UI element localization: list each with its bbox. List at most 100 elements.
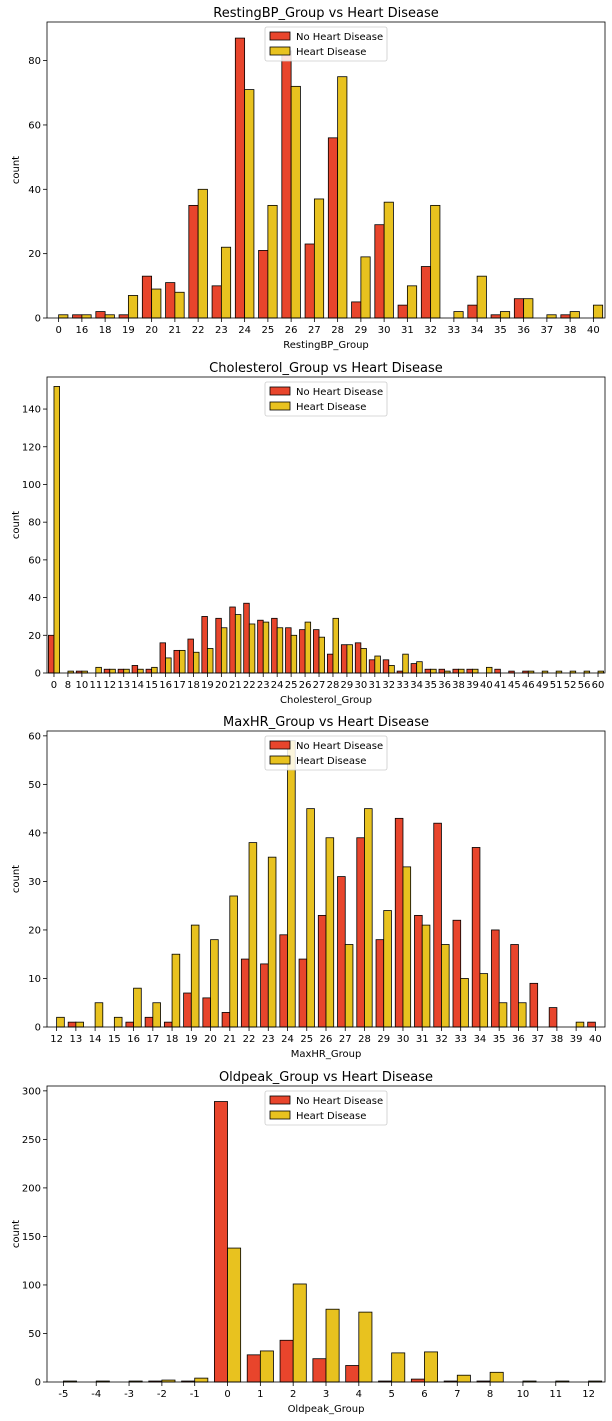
bar-heart-disease: [56, 1016, 65, 1028]
x-tick-label: 25: [300, 1034, 313, 1045]
x-tick-label: 60: [592, 680, 605, 691]
y-axis-label: count: [11, 1220, 22, 1248]
y-tick-label: 30: [28, 877, 41, 888]
x-tick-label: 18: [99, 325, 112, 336]
bar-no-heart-disease: [410, 663, 418, 674]
bar-no-heart-disease: [213, 1101, 228, 1383]
x-tick-label: 17: [173, 680, 186, 691]
bar-heart-disease: [472, 668, 479, 674]
x-tick-label: 11: [89, 680, 102, 691]
bar-heart-disease: [424, 1351, 439, 1383]
y-tick-label: 80: [28, 518, 41, 529]
x-tick-label: 23: [262, 1034, 275, 1045]
x-tick-label: 19: [201, 680, 214, 691]
x-tick-label: 15: [108, 1034, 121, 1045]
bar-heart-disease: [569, 311, 580, 319]
bar-heart-disease: [244, 89, 255, 319]
legend-swatch-no-heart-disease: [269, 1095, 291, 1105]
y-tick-label: 20: [28, 925, 41, 936]
x-tick-label: 38: [551, 1034, 564, 1045]
x-tick-label: 35: [494, 325, 507, 336]
x-tick-label: 37: [531, 1034, 544, 1045]
bar-heart-disease: [194, 1377, 209, 1383]
bar-heart-disease: [229, 895, 238, 1028]
bar-no-heart-disease: [202, 997, 211, 1028]
x-tick-label: 51: [550, 680, 563, 691]
bar-no-heart-disease: [215, 617, 222, 674]
y-tick-label: 60: [28, 120, 41, 131]
bar-no-heart-disease: [221, 1012, 231, 1028]
x-tick-label: -5: [58, 1389, 68, 1400]
bar-no-heart-disease: [279, 1339, 294, 1383]
x-tick-label: 18: [187, 680, 200, 691]
bar-no-heart-disease: [246, 1354, 261, 1383]
legend-swatch-no-heart-disease: [269, 31, 291, 41]
x-tick-label: 20: [145, 325, 158, 336]
bar-heart-disease: [332, 617, 339, 674]
legend-box: [264, 1090, 388, 1126]
bar-no-heart-disease: [326, 653, 334, 674]
x-tick-label: 8: [487, 1389, 493, 1400]
x-tick-label: -3: [124, 1389, 134, 1400]
bar-no-heart-disease: [118, 314, 129, 319]
x-tick-label: 41: [494, 680, 507, 691]
bar-heart-disease: [151, 666, 158, 674]
bar-heart-disease: [430, 668, 437, 674]
chart-title: Oldpeak_Group vs Heart Disease: [219, 1070, 433, 1085]
y-axis-label: count: [11, 156, 22, 184]
legend-label: No Heart Disease: [296, 32, 383, 43]
legend-swatch-no-heart-disease: [269, 386, 291, 396]
bar-heart-disease: [498, 1002, 508, 1028]
bar-no-heart-disease: [163, 1021, 173, 1028]
x-tick-label: 40: [589, 1034, 602, 1045]
bar-no-heart-disease: [211, 285, 222, 319]
bar-heart-disease: [456, 1374, 471, 1383]
x-tick-label: 17: [146, 1034, 159, 1045]
y-tick-label: 10: [28, 974, 41, 985]
x-tick-label: 10: [517, 1389, 530, 1400]
x-tick-label: 33: [448, 325, 461, 336]
y-tick-label: 20: [28, 631, 41, 642]
legend-label: Heart Disease: [296, 402, 366, 413]
x-tick-label: 15: [145, 680, 158, 691]
bar-heart-disease: [360, 256, 371, 319]
bar-no-heart-disease: [131, 665, 139, 674]
x-tick-label: 19: [122, 325, 135, 336]
x-tick-label: 8: [65, 680, 71, 691]
bar-heart-disease: [220, 627, 228, 674]
bar-heart-disease: [388, 665, 395, 674]
y-axis-label: count: [11, 511, 22, 539]
bar-no-heart-disease: [117, 668, 125, 674]
bar-heart-disease: [358, 1311, 373, 1383]
bar-heart-disease: [287, 740, 296, 1028]
x-tick-label: 0: [55, 325, 61, 336]
x-tick-label: 13: [69, 1034, 82, 1045]
bar-heart-disease: [267, 204, 278, 319]
bar-heart-disease: [193, 651, 200, 674]
x-tick-label: -4: [91, 1389, 101, 1400]
x-tick-label: 34: [474, 1034, 487, 1045]
bar-no-heart-disease: [165, 282, 176, 319]
bar-heart-disease: [313, 198, 325, 319]
x-tick-label: 1: [257, 1389, 263, 1400]
x-tick-label: 28: [331, 325, 344, 336]
bar-heart-disease: [383, 201, 394, 319]
bar-no-heart-disease: [351, 301, 362, 319]
x-tick-label: 0: [51, 680, 57, 691]
bar-no-heart-disease: [260, 963, 269, 1028]
bar-no-heart-disease: [145, 668, 153, 674]
y-tick-label: 40: [28, 828, 41, 839]
bar-no-heart-disease: [298, 958, 308, 1028]
bar-no-heart-disease: [144, 1016, 154, 1028]
x-tick-label: 23: [257, 680, 270, 691]
bar-heart-disease: [58, 314, 69, 319]
y-tick-label: 120: [22, 442, 41, 453]
x-tick-label: 31: [401, 325, 414, 336]
x-tick-label: 32: [435, 1034, 448, 1045]
x-tick-label: 7: [454, 1389, 460, 1400]
x-axis-label: MaxHR_Group: [291, 1049, 362, 1060]
y-tick-label: 0: [35, 1378, 41, 1389]
y-tick-label: 50: [28, 780, 41, 791]
bar-heart-disease: [94, 1002, 104, 1028]
bar-no-heart-disease: [188, 204, 199, 319]
